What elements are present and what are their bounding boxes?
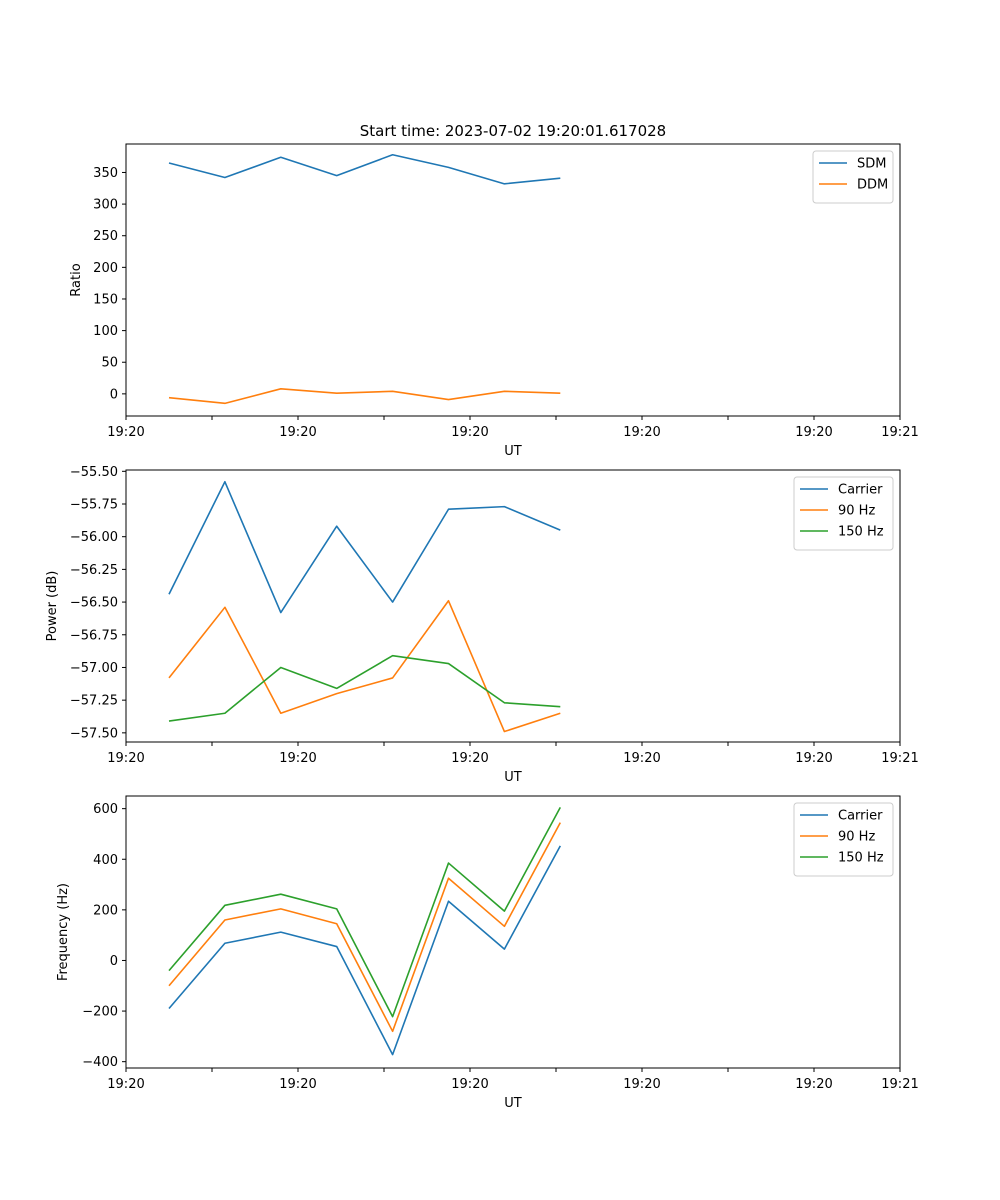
x-tick-label: 19:21 (881, 751, 918, 766)
legend-label: 90 Hz (838, 830, 875, 845)
y-tick-label: −57.25 (70, 694, 118, 709)
y-tick-label: 150 (93, 292, 118, 307)
chart-panel-power: 19:20 19:20 19:20 19:20 19:20 19:21 −55.50 −55.… (45, 465, 919, 785)
chart-panel-frequency: 19:20 19:20 19:20 19:20 19:20 19:21 −400 −200 0 2… (56, 795, 919, 1111)
x-tick-label: 19:21 (881, 1077, 918, 1092)
x-tick-label: 19:20 (451, 751, 488, 766)
legend: Carrier 90 Hz 150 Hz (793, 476, 894, 551)
axes-frame (125, 795, 901, 1069)
x-tick-label: 19:20 (795, 1077, 832, 1092)
legend-label: Carrier (838, 483, 883, 498)
y-tick-label: 200 (93, 261, 118, 276)
legend-label: 150 Hz (838, 525, 884, 540)
series-line-sdm (168, 153, 561, 185)
y-tick-label: 0 (110, 954, 118, 969)
y-tick-label: 200 (93, 903, 118, 918)
y-tick-label: 0 (110, 387, 118, 402)
y-tick-label: 100 (93, 324, 118, 339)
legend: Carrier 90 Hz 150 Hz (793, 802, 894, 877)
y-tick-label: −55.50 (70, 465, 118, 480)
legend-label: DDM (857, 178, 888, 193)
x-axis-label: UT (504, 444, 522, 459)
x-tick-label: 19:20 (451, 425, 488, 440)
series-line-150-hz (168, 807, 562, 1018)
x-tick-label: 19:20 (451, 1077, 488, 1092)
y-tick-label: 300 (93, 198, 118, 213)
series-line-ddm (168, 387, 561, 405)
y-axis-label: Power (dB) (45, 571, 60, 642)
x-tick-label: 19:20 (623, 1077, 660, 1092)
x-tick-label: 19:20 (279, 425, 316, 440)
x-tick-label: 19:20 (107, 1077, 144, 1092)
axes-frame (125, 143, 901, 417)
x-tick-label: 19:20 (279, 751, 316, 766)
x-tick-label: 19:21 (881, 425, 918, 440)
chart-title: Start time: 2023-07-02 19:20:01.617028 (360, 122, 666, 140)
legend-label: 90 Hz (838, 504, 875, 519)
y-tick-label: −56.00 (70, 530, 118, 545)
legend-box (812, 150, 894, 204)
x-tick-label: 19:20 (795, 425, 832, 440)
legend-label: 150 Hz (838, 851, 884, 866)
x-tick-label: 19:20 (623, 425, 660, 440)
y-tick-label: −57.50 (70, 726, 118, 741)
y-tick-label: −56.50 (70, 596, 118, 611)
y-tick-label: 50 (101, 356, 118, 371)
x-tick-label: 19:20 (795, 751, 832, 766)
y-axis-label: Frequency (Hz) (56, 883, 71, 981)
legend-label: Carrier (838, 809, 883, 824)
y-tick-label: −400 (82, 1055, 118, 1070)
y-axis-label: Ratio (69, 263, 84, 296)
legend: SDM DDM (812, 150, 894, 204)
series-line-90-hz (168, 822, 562, 1033)
y-tick-label: 400 (93, 853, 118, 868)
y-tick-label: 600 (93, 802, 118, 817)
y-tick-label: −200 (82, 1005, 118, 1020)
series-line-90-hz (168, 599, 561, 733)
y-tick-label: −56.25 (70, 563, 118, 578)
legend-label: SDM (857, 157, 886, 172)
y-tick-label: 250 (93, 229, 118, 244)
x-tick-label: 19:20 (279, 1077, 316, 1092)
series-line-carrier (168, 845, 562, 1056)
y-tick-label: −57.00 (70, 661, 118, 676)
x-axis-label: UT (504, 770, 522, 785)
series-line-carrier (168, 480, 561, 614)
x-tick-label: 19:20 (623, 751, 660, 766)
x-tick-label: 19:20 (107, 425, 144, 440)
series-line-150-hz (168, 654, 561, 722)
x-tick-label: 19:20 (107, 751, 144, 766)
y-tick-label: −56.75 (70, 628, 118, 643)
axes-frame (125, 469, 901, 743)
chart-panel-ratio: Start time: 2023-07-02 19:20:01.617028 19… (69, 122, 919, 459)
y-tick-label: 350 (93, 166, 118, 181)
x-axis-label: UT (504, 1096, 522, 1111)
y-tick-label: −55.75 (70, 498, 118, 513)
